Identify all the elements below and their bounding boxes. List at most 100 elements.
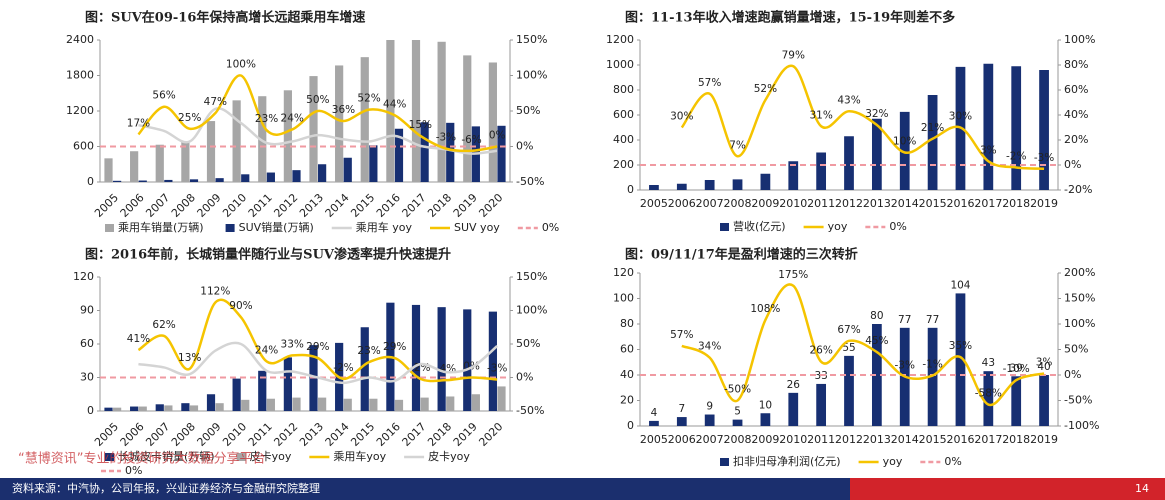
line-value-label: -58% [975,388,1002,400]
line-value-label: -2% [333,362,353,374]
x-tick-label: 2011 [246,420,275,449]
line-value-label: 56% [152,90,175,102]
bar [318,397,327,411]
bar [649,185,659,190]
bar [676,183,687,190]
x-tick-label: 2005 [92,420,121,449]
x-tick-label: 2016 [374,191,403,220]
y-tick-label: 0 [627,419,634,432]
bar [1011,376,1022,426]
x-tick-label: 2018 [425,191,454,220]
line-value-label: 52% [754,83,777,95]
x-tick-label: 2009 [751,433,779,446]
bar [927,327,938,426]
y-tick-label: 120 [613,266,634,279]
line-value-label: 50% [306,94,329,106]
line-value-label: 30% [670,111,693,123]
footer-source: 资料来源：中汽协，公司年报，兴业证券经济与金融研究院整理 [12,481,320,495]
y-tick-label: 600 [73,140,94,153]
x-tick-label: 2014 [891,433,919,446]
bar [760,173,771,190]
line-value-label: 175% [778,269,808,281]
bar [232,378,241,411]
line-value-label: 62% [152,319,175,331]
line-value-label: -3% [436,132,456,144]
line-value-label: 52% [357,93,380,105]
y2-tick-label: 100% [1064,33,1095,46]
bar [420,122,429,182]
bar [704,180,715,190]
bar-label: 80 [870,310,883,322]
line-value-label: -3% [487,363,507,375]
bar [164,405,173,411]
x-tick-label: 2005 [640,197,668,210]
footer-bar [0,478,850,500]
chart-title: 图：11-13年收入增速跑赢销量增速，15-19年则差不多 [625,10,955,26]
bar-label: 77 [926,314,939,326]
bar-label: 55 [842,342,855,354]
bar [283,357,292,411]
bar [266,398,275,411]
bar [138,180,147,182]
bar [437,41,446,183]
line-value-label: 57% [698,77,721,89]
line-value-label: 17% [127,117,150,129]
line-value-label: 36% [332,104,355,116]
line-value-label: 41% [127,333,150,345]
bar [155,404,164,411]
x-tick-label: 2020 [476,191,505,220]
y2-tick-label: 40% [1064,108,1088,121]
bar [1039,375,1049,426]
bar [1011,66,1022,190]
bar-label: 104 [950,279,970,291]
bar [394,399,404,411]
bar [113,180,122,182]
bar [206,121,216,182]
line-value-label: 23% [255,113,278,125]
bar [283,90,292,182]
line-value-label: 30% [949,111,972,123]
page-number: 14 [1135,482,1149,495]
x-tick-label: 2014 [323,191,352,220]
line-value-label: 33% [281,338,304,350]
x-tick-label: 2008 [169,420,198,449]
x-tick-label: 2008 [724,197,752,210]
legend-swatch [105,453,114,461]
line-value-label: 23% [357,345,380,357]
line-value-label: 57% [670,329,693,341]
bar [292,170,301,182]
legend-label: 0% [542,221,559,234]
line-value-label: 25% [178,112,201,124]
bar [497,125,506,182]
bar [927,95,938,190]
y2-tick-label: 50% [516,104,540,117]
legend-label: 皮卡yoy [250,450,292,463]
line-value-label: 3% [1036,356,1053,368]
y2-tick-label: 100% [516,69,547,82]
bar [189,179,199,182]
y-tick-label: 120 [73,270,94,283]
x-tick-label: 2011 [807,197,835,210]
line-value-label: 90% [229,300,252,312]
line-value-label: 21% [921,122,944,134]
bar [1039,70,1049,190]
y-tick-label: 1200 [606,33,634,46]
watermark: “慧博资讯”专业的投资研究大数据分享平台 [18,451,265,467]
x-tick-label: 2012 [271,191,300,220]
y2-tick-label: 50% [1064,343,1088,356]
y-tick-label: 60 [80,337,94,350]
bar [258,370,267,411]
x-tick-label: 2006 [668,433,696,446]
bar [189,405,199,411]
line-value-label: 100% [226,59,256,71]
y-tick-label: 90 [80,304,94,317]
bar [732,419,743,426]
y-tick-label: 20 [620,394,634,407]
bar-label: 26 [787,379,801,391]
x-tick-label: 2010 [220,191,249,220]
y-tick-label: 600 [613,108,634,121]
x-tick-label: 2006 [118,191,147,220]
bar-label: 77 [898,314,911,326]
line-value-label: -3% [895,360,915,372]
line-value-label: 24% [255,344,278,356]
